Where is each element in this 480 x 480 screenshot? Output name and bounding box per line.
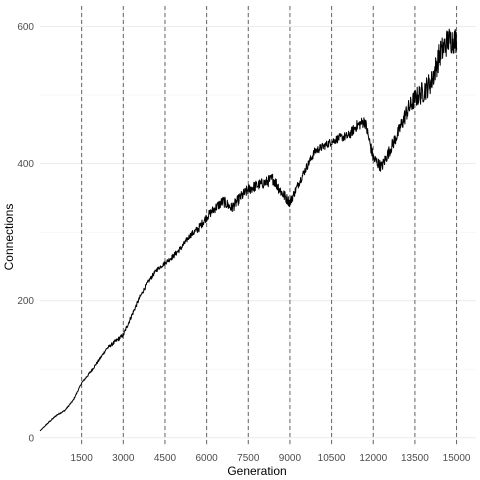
x-tick-label: 15000 — [443, 453, 471, 464]
y-tick-label: 0 — [28, 433, 34, 444]
y-tick-label: 400 — [17, 159, 34, 170]
x-axis-title: Generation — [227, 464, 286, 478]
x-tick-label: 12000 — [359, 453, 387, 464]
grid-layer — [40, 6, 476, 446]
tick-layer: 1500 3000 4500 6000 7500 9000 10500 12000 13500 1… — [17, 22, 471, 464]
y-tick-label: 600 — [17, 22, 34, 33]
y-tick-label: 200 — [17, 296, 34, 307]
x-tick-label: 4500 — [154, 453, 177, 464]
series-layer — [39, 28, 458, 432]
x-tick-label: 10500 — [318, 453, 346, 464]
x-tick-label: 1500 — [71, 453, 94, 464]
x-tick-label: 6000 — [195, 453, 218, 464]
x-tick-label: 9000 — [279, 453, 302, 464]
vline-layer — [81, 6, 458, 446]
y-axis-title: Connections — [2, 204, 16, 271]
x-tick-label: 3000 — [112, 453, 135, 464]
series-line — [39, 28, 458, 432]
x-tick-label: 7500 — [237, 453, 260, 464]
x-tick-label: 13500 — [401, 453, 429, 464]
